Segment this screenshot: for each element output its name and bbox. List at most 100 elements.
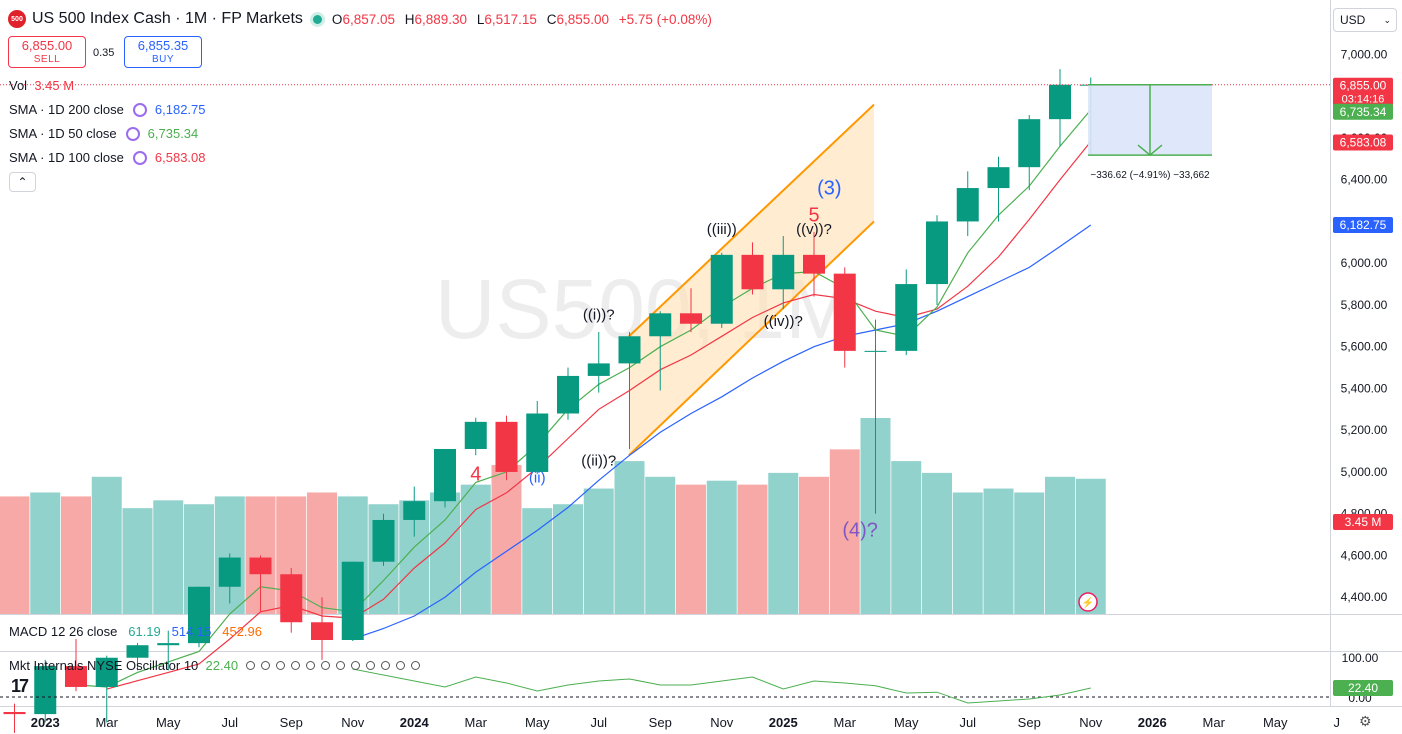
osc-line xyxy=(352,668,1091,704)
volume-bar xyxy=(122,508,153,614)
sma50-tag: 6,735.34 xyxy=(1333,103,1393,120)
sma50-tag-text: 6,735.34 xyxy=(1340,105,1387,119)
chevron-down-icon: ⌄ xyxy=(1383,15,1391,25)
candle-body xyxy=(218,557,241,587)
channel-upper-line xyxy=(628,103,875,337)
candle-body xyxy=(680,313,702,324)
volume-bar xyxy=(676,484,706,614)
x-tick-label: J xyxy=(1334,715,1341,730)
sync-icon[interactable] xyxy=(132,102,147,117)
volume-bar xyxy=(737,484,768,614)
candle-body xyxy=(710,254,733,324)
x-tick-label: Sep xyxy=(649,715,672,730)
indicator-dot-icon xyxy=(396,661,406,670)
indicator-dot-icon xyxy=(291,661,301,670)
candle-body xyxy=(649,313,672,337)
candle-body xyxy=(557,375,579,414)
x-tick-label: Mar xyxy=(1203,715,1226,730)
x-tick-label: Sep xyxy=(280,715,303,730)
x-tick-label: 2025 xyxy=(769,715,798,730)
volume-bar xyxy=(430,492,460,614)
x-tick-label: Nov xyxy=(1079,715,1103,730)
measure-label: −336.62 (−4.91%) −33,662 xyxy=(1090,170,1210,181)
sma100-tag-bg xyxy=(1333,134,1393,151)
candle-body xyxy=(249,557,272,575)
candle-body xyxy=(495,421,518,472)
buy-button[interactable]: 6,855.35 BUY xyxy=(124,36,202,68)
legend-volume[interactable]: Vol 3.45 M xyxy=(9,78,75,93)
x-tick-label: Mar xyxy=(96,715,119,730)
candle-body xyxy=(956,188,979,222)
gear-icon[interactable]: ⚙ xyxy=(1359,713,1372,729)
spread-value: 0.35 xyxy=(93,47,115,59)
indicator-dot-icon xyxy=(366,661,376,670)
candle-body xyxy=(1049,84,1071,120)
osc-tick-label: 100.00 xyxy=(1342,651,1379,665)
market-status-icon[interactable] xyxy=(312,14,322,24)
indicator-dot-icon xyxy=(261,661,271,670)
y-tick-label: 4,600.00 xyxy=(1341,548,1388,562)
candle-body xyxy=(434,448,456,502)
symbol-logo[interactable]: 500 xyxy=(8,10,26,28)
x-tick-label: Nov xyxy=(341,715,365,730)
volume-bar xyxy=(307,492,337,614)
wave-label: ((iv))? xyxy=(764,313,803,330)
candle-body xyxy=(526,413,549,472)
macd-legend[interactable]: MACD 12 26 close 61.19 514.15 452.96 xyxy=(9,624,262,639)
candle-body xyxy=(34,666,57,715)
x-tick-label: Nov xyxy=(710,715,734,730)
channel-lower-line xyxy=(628,220,875,456)
volume-tag: 3.45 M xyxy=(1333,514,1393,530)
y-tick-label: 6,400.00 xyxy=(1341,173,1388,187)
candle-body xyxy=(833,273,856,351)
y-tick-label: 5,800.00 xyxy=(1341,298,1388,312)
ohlc-values: O6,857.05 H6,889.30 L6,517.15 C6,855.00 … xyxy=(331,11,712,27)
legend-sma50[interactable]: SMA · 1D 50 close 6,735.34 xyxy=(9,126,199,141)
tradingview-logo[interactable]: 17 xyxy=(11,676,29,696)
volume-bar xyxy=(768,472,799,614)
legend-sma200[interactable]: SMA · 1D 200 close 6,182.75 xyxy=(9,102,206,117)
volume-bar xyxy=(799,476,829,614)
volume-bar xyxy=(583,488,614,614)
osc-tag-bg xyxy=(1333,680,1393,696)
x-tick-label: May xyxy=(525,715,550,730)
candle-body xyxy=(895,284,918,351)
collapse-legend-button[interactable]: ⌃ xyxy=(9,172,36,192)
symbol-header: 500 US 500 Index Cash · 1M · FP Markets … xyxy=(8,9,718,29)
currency-select[interactable]: USD ⌄ xyxy=(1333,8,1397,32)
volume-bar xyxy=(153,500,184,614)
volume-bar xyxy=(30,492,61,614)
volume-bar xyxy=(706,480,737,614)
y-tick-label: 5,400.00 xyxy=(1341,381,1388,395)
candle-body xyxy=(987,167,1010,189)
x-tick-label: May xyxy=(156,715,181,730)
candle-body xyxy=(126,645,149,658)
y-tick-label: 6,000.00 xyxy=(1341,256,1388,270)
candle-body xyxy=(3,712,26,715)
sma100-tag: 6,583.08 xyxy=(1333,134,1393,151)
sync-icon[interactable] xyxy=(125,126,140,141)
candle-body xyxy=(95,657,118,687)
osc-tag-text: 22.40 xyxy=(1348,681,1378,695)
wave-label: (3) xyxy=(817,177,841,199)
indicator-dot-icon xyxy=(336,661,346,670)
candle-body xyxy=(188,586,210,644)
sell-button[interactable]: 6,855.00 SELL xyxy=(8,36,86,68)
measure-arrowhead xyxy=(1137,144,1163,157)
last-price-tag-sub: 03:14:16 xyxy=(1342,94,1385,106)
x-tick-label: Jul xyxy=(590,715,607,730)
legend-sma100[interactable]: SMA · 1D 100 close 6,583.08 xyxy=(9,150,206,165)
volume-bar xyxy=(491,465,522,614)
symbol-title[interactable]: US 500 Index Cash · 1M · FP Markets xyxy=(32,10,303,27)
candle-body xyxy=(341,561,364,640)
y-tick-label: 5,200.00 xyxy=(1341,423,1388,437)
mkt-internals-legend[interactable]: Mkt Internals NYSE Oscillator 10 22.40 xyxy=(9,658,426,673)
sync-icon[interactable] xyxy=(132,150,147,165)
volume-bar xyxy=(1014,492,1045,614)
sma200-line xyxy=(352,224,1092,640)
volume-bar xyxy=(645,476,676,614)
wave-label: ((ii))? xyxy=(581,453,616,470)
candle-body xyxy=(803,254,825,274)
volume-bar xyxy=(91,476,122,614)
